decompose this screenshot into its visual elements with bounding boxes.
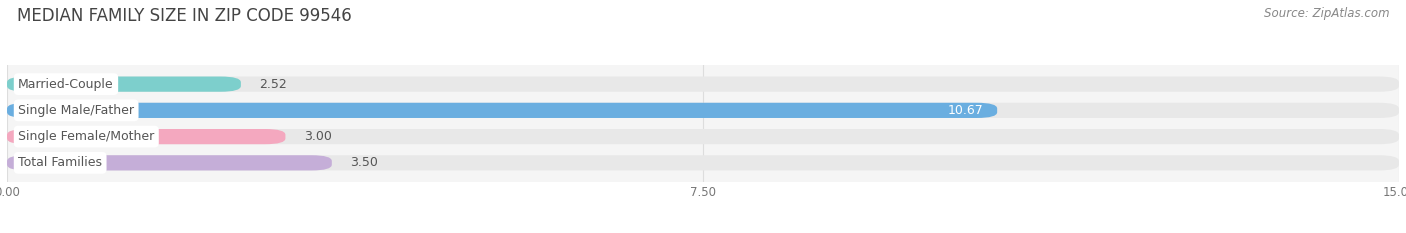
FancyBboxPatch shape [7,155,332,171]
Text: 3.50: 3.50 [350,156,378,169]
FancyBboxPatch shape [7,103,1399,118]
FancyBboxPatch shape [7,103,997,118]
Text: Single Male/Father: Single Male/Father [18,104,134,117]
Text: 2.52: 2.52 [260,78,287,91]
Text: Total Families: Total Families [18,156,103,169]
Text: MEDIAN FAMILY SIZE IN ZIP CODE 99546: MEDIAN FAMILY SIZE IN ZIP CODE 99546 [17,7,352,25]
Text: 3.00: 3.00 [304,130,332,143]
FancyBboxPatch shape [7,155,1399,171]
FancyBboxPatch shape [7,129,1399,144]
Text: Single Female/Mother: Single Female/Mother [18,130,155,143]
Text: Source: ZipAtlas.com: Source: ZipAtlas.com [1264,7,1389,20]
Text: 10.67: 10.67 [948,104,983,117]
FancyBboxPatch shape [7,76,240,92]
FancyBboxPatch shape [7,76,1399,92]
FancyBboxPatch shape [7,129,285,144]
Text: Married-Couple: Married-Couple [18,78,114,91]
